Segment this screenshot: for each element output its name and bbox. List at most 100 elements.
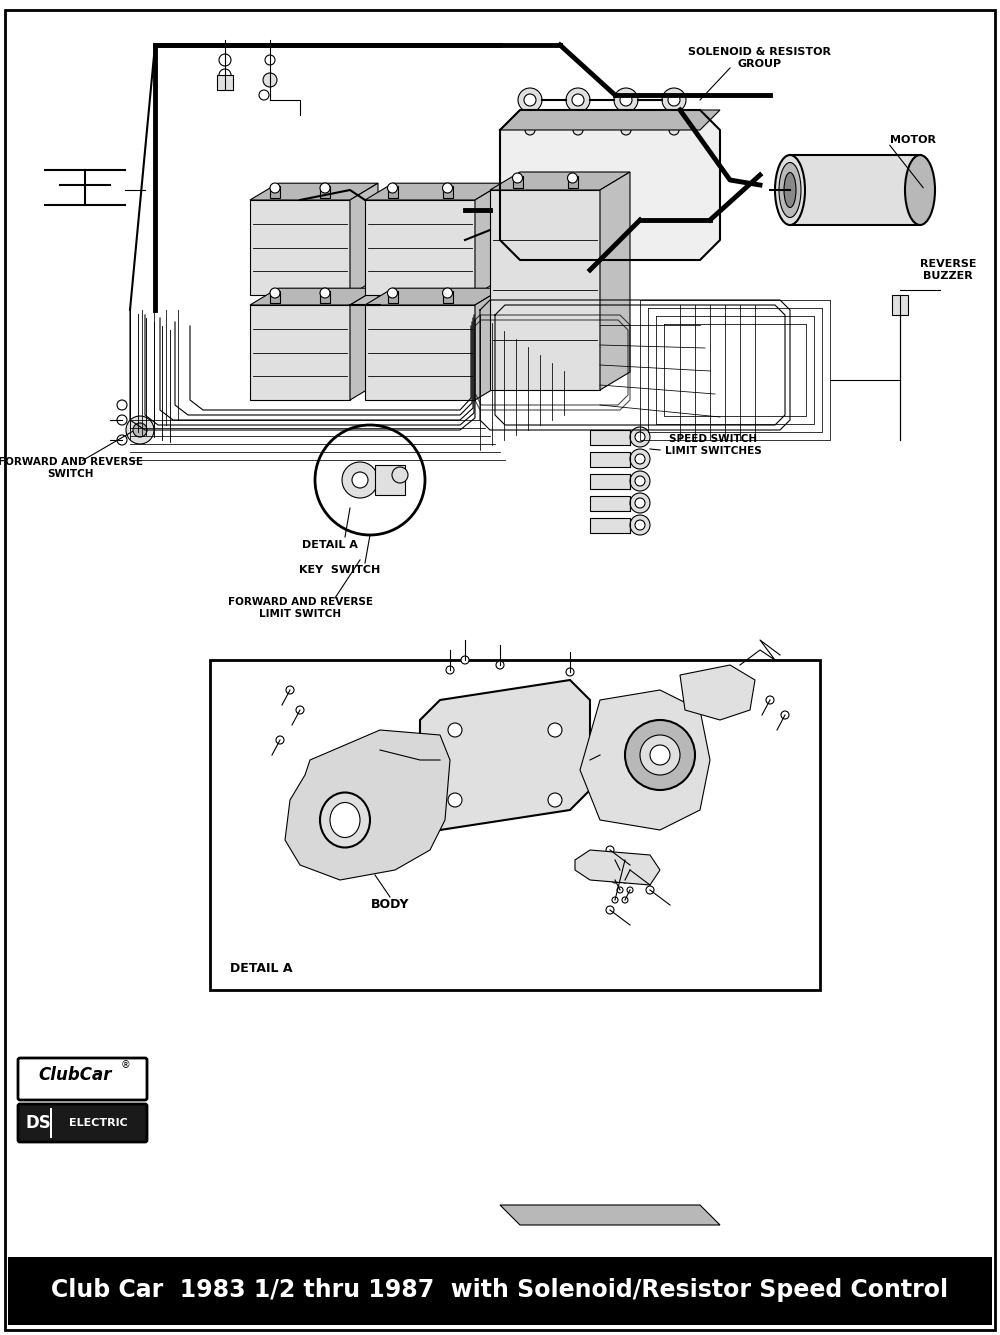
- Circle shape: [612, 877, 618, 882]
- Circle shape: [635, 521, 645, 530]
- Circle shape: [448, 793, 462, 806]
- Circle shape: [512, 174, 522, 183]
- Circle shape: [625, 720, 695, 790]
- Bar: [590, 474, 630, 489]
- Circle shape: [781, 712, 789, 720]
- Circle shape: [627, 866, 633, 873]
- Ellipse shape: [320, 793, 370, 848]
- Circle shape: [263, 73, 277, 87]
- Circle shape: [566, 668, 574, 676]
- Bar: [320, 291, 330, 303]
- Polygon shape: [475, 183, 503, 295]
- Bar: [388, 291, 398, 303]
- Text: SOLENOID & RESISTOR
GROUP: SOLENOID & RESISTOR GROUP: [688, 47, 832, 69]
- Circle shape: [496, 661, 504, 669]
- Polygon shape: [420, 680, 590, 830]
- Circle shape: [630, 471, 650, 491]
- Bar: [8, 1258, 992, 1326]
- Circle shape: [126, 417, 154, 445]
- Circle shape: [662, 88, 686, 112]
- Polygon shape: [580, 690, 710, 830]
- Circle shape: [630, 449, 650, 469]
- Circle shape: [640, 736, 680, 776]
- Circle shape: [446, 666, 454, 674]
- Circle shape: [635, 498, 645, 509]
- Circle shape: [392, 467, 408, 483]
- Polygon shape: [250, 288, 378, 304]
- Bar: [790, 155, 920, 226]
- Polygon shape: [500, 1206, 720, 1226]
- Circle shape: [630, 427, 650, 447]
- Polygon shape: [250, 183, 378, 200]
- Polygon shape: [475, 288, 503, 400]
- Circle shape: [133, 423, 147, 437]
- Circle shape: [620, 93, 632, 105]
- Text: REVERSE
BUZZER: REVERSE BUZZER: [920, 259, 976, 280]
- Circle shape: [286, 686, 294, 694]
- Polygon shape: [365, 288, 503, 304]
- Text: DETAIL A: DETAIL A: [230, 961, 292, 975]
- Circle shape: [635, 477, 645, 486]
- Circle shape: [622, 857, 628, 862]
- Circle shape: [606, 906, 614, 914]
- Text: KEY  SWITCH: KEY SWITCH: [299, 565, 381, 575]
- Text: DS: DS: [25, 1113, 51, 1132]
- Polygon shape: [365, 304, 475, 400]
- Text: BODY: BODY: [371, 898, 409, 912]
- Circle shape: [612, 897, 618, 902]
- Circle shape: [621, 125, 631, 135]
- Circle shape: [566, 88, 590, 112]
- Circle shape: [572, 93, 584, 105]
- Circle shape: [270, 183, 280, 194]
- Circle shape: [448, 724, 462, 737]
- Polygon shape: [500, 109, 720, 260]
- Ellipse shape: [330, 802, 360, 837]
- Bar: [590, 497, 630, 511]
- Circle shape: [352, 473, 368, 489]
- Polygon shape: [600, 172, 630, 390]
- Bar: [388, 186, 398, 198]
- Text: FORWARD AND REVERSE
SWITCH: FORWARD AND REVERSE SWITCH: [0, 457, 143, 479]
- Text: ClubCar: ClubCar: [38, 1067, 112, 1084]
- Circle shape: [388, 288, 398, 298]
- Polygon shape: [285, 730, 450, 880]
- Circle shape: [617, 886, 623, 893]
- Circle shape: [259, 89, 269, 100]
- FancyBboxPatch shape: [18, 1104, 147, 1141]
- Circle shape: [669, 125, 679, 135]
- Circle shape: [525, 125, 535, 135]
- Circle shape: [117, 400, 127, 410]
- Circle shape: [296, 706, 304, 714]
- Ellipse shape: [779, 163, 801, 218]
- Circle shape: [606, 846, 614, 854]
- Polygon shape: [365, 183, 503, 200]
- Circle shape: [766, 696, 774, 704]
- Text: DETAIL A: DETAIL A: [302, 539, 358, 550]
- Circle shape: [668, 93, 680, 105]
- Polygon shape: [490, 172, 630, 190]
- Circle shape: [622, 877, 628, 882]
- Circle shape: [626, 866, 634, 874]
- Text: Club Car  1983 1/2 thru 1987  with Solenoid/Resistor Speed Control: Club Car 1983 1/2 thru 1987 with Solenoi…: [51, 1278, 949, 1302]
- Bar: [270, 291, 280, 303]
- Circle shape: [614, 88, 638, 112]
- Bar: [375, 465, 405, 495]
- Circle shape: [442, 288, 452, 298]
- Circle shape: [388, 183, 398, 194]
- Bar: [442, 291, 452, 303]
- FancyBboxPatch shape: [18, 1059, 147, 1100]
- Circle shape: [612, 857, 618, 862]
- Bar: [217, 75, 233, 89]
- Polygon shape: [250, 200, 350, 295]
- Bar: [442, 186, 452, 198]
- Circle shape: [265, 55, 275, 65]
- Circle shape: [117, 415, 127, 425]
- Circle shape: [442, 183, 452, 194]
- Bar: [50, 1108, 52, 1137]
- Circle shape: [320, 183, 330, 194]
- Circle shape: [635, 433, 645, 442]
- Circle shape: [117, 435, 127, 445]
- Text: ELECTRIC: ELECTRIC: [69, 1117, 127, 1128]
- Bar: [892, 295, 908, 315]
- Bar: [590, 518, 630, 533]
